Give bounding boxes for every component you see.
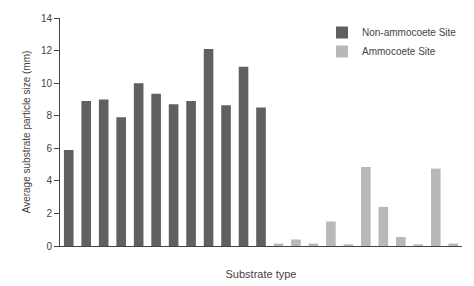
svg-text:2: 2 (46, 208, 52, 219)
svg-text:8: 8 (46, 110, 52, 121)
svg-text:Average substrate particle siz: Average substrate particle size (mm) (21, 51, 32, 214)
svg-text:Substrate type: Substrate type (226, 268, 297, 280)
svg-text:14: 14 (41, 13, 53, 24)
svg-text:12: 12 (41, 45, 53, 56)
svg-text:Non-ammocoete Site: Non-ammocoete Site (362, 27, 456, 38)
svg-text:Ammocoete Site: Ammocoete Site (362, 46, 436, 57)
svg-text:4: 4 (46, 175, 52, 186)
svg-text:10: 10 (41, 78, 53, 89)
svg-text:6: 6 (46, 143, 52, 154)
svg-text:0: 0 (46, 241, 52, 252)
